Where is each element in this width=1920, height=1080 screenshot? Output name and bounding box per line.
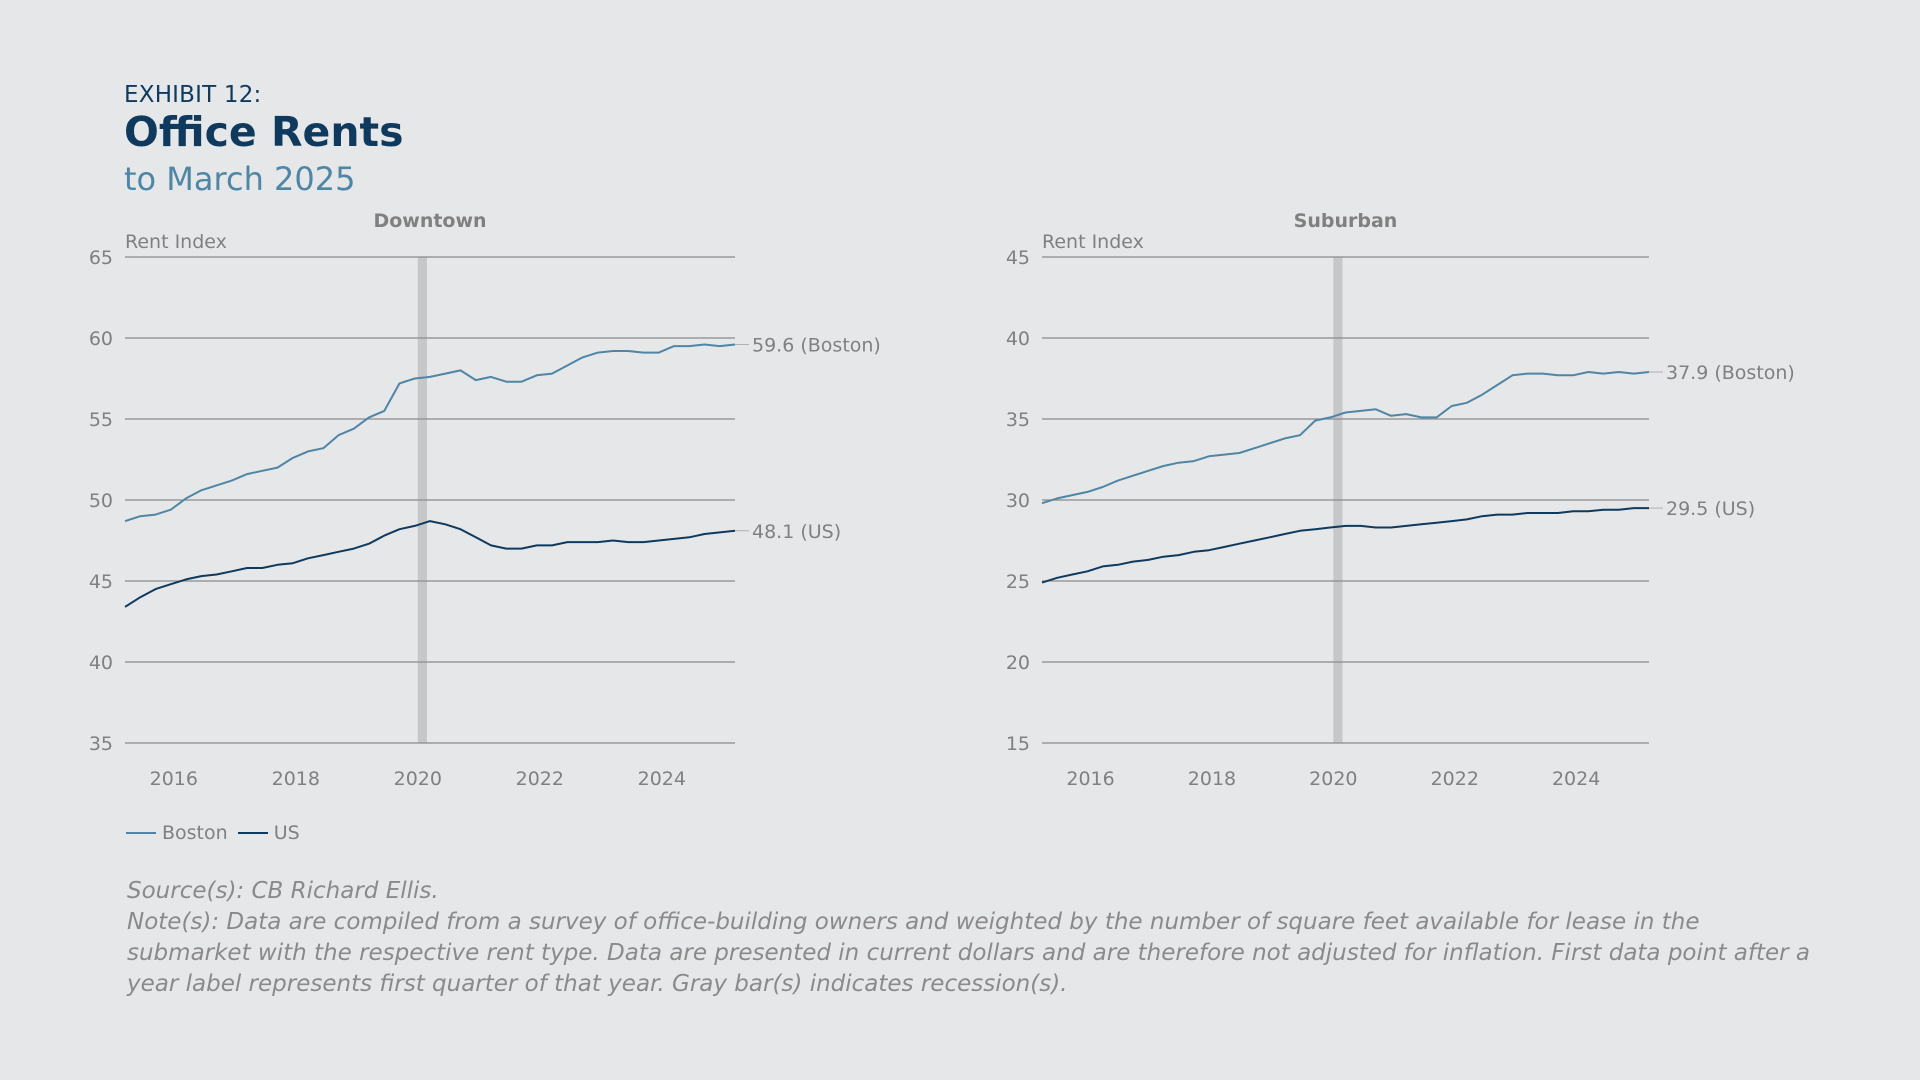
y-tick-label: 45 [89,571,113,593]
series-line-us [124,520,736,608]
chart-subtitle: to March 2025 [124,160,356,198]
series-line-boston [124,343,736,523]
legend-label-us: US [273,822,300,844]
x-tick-label: 2024 [1552,768,1600,790]
chart-downtown: Downtown Rent Index 35 40 45 50 55 60 65 2016 2018… [89,210,881,790]
legend-item-us: US [237,822,300,844]
legend-item-boston: Boston [126,822,228,844]
y-tick-label: 50 [89,490,113,512]
y-tick-label: 40 [89,652,113,674]
x-tick-label: 2022 [516,768,564,790]
y-tick-label: 20 [1006,652,1030,674]
y-axis-label: Rent Index [1042,231,1144,253]
series-line-boston [1041,371,1650,505]
chart-title: Office Rents [124,108,404,156]
legend-swatch-boston [126,832,156,834]
legend-label-boston: Boston [162,822,228,844]
y-axis-label: Rent Index [125,231,227,253]
x-tick-label: 2018 [1188,768,1236,790]
y-tick-label: 55 [89,409,113,431]
y-tick-label: 30 [1006,490,1030,512]
source-note: Source(s): CB Richard Ellis. [127,878,439,904]
y-tick-label: 40 [1006,328,1030,350]
y-tick-label: 35 [89,733,113,755]
methodology-note: Note(s): Data are compiled from a survey… [127,909,1811,997]
chart-notes: Source(s): CB Richard Ellis. Note(s): Da… [127,876,1827,1000]
legend-swatch-us [237,832,268,834]
x-tick-label: 2020 [1309,768,1357,790]
x-tick-label: 2022 [1431,768,1479,790]
chart-header: EXHIBIT 12: Office Rents to March 2025 [124,82,404,199]
panel-title: Suburban [1294,210,1398,232]
series-line-us [1041,507,1649,584]
y-tick-label: 25 [1006,571,1030,593]
end-label-boston: 37.9 (Boston) [1666,362,1795,384]
x-tick-label: 2016 [150,768,198,790]
end-label-us: 48.1 (US) [752,521,841,543]
chart-suburban: Suburban Rent Index 15 20 25 30 35 40 45 2016 2018… [1006,210,1795,790]
y-tick-label: 65 [89,247,113,269]
x-tick-label: 2024 [638,768,686,790]
x-tick-label: 2018 [272,768,320,790]
panel-title: Downtown [373,210,486,232]
y-tick-label: 35 [1006,409,1030,431]
legend: Boston US [126,822,310,844]
x-tick-label: 2016 [1066,768,1114,790]
exhibit-label: EXHIBIT 12: [124,82,262,108]
y-tick-label: 45 [1006,247,1030,269]
y-tick-label: 15 [1006,733,1030,755]
end-label-boston: 59.6 (Boston) [752,334,881,356]
y-tick-label: 60 [89,328,113,350]
x-tick-label: 2020 [394,768,442,790]
end-label-us: 29.5 (US) [1666,498,1755,520]
